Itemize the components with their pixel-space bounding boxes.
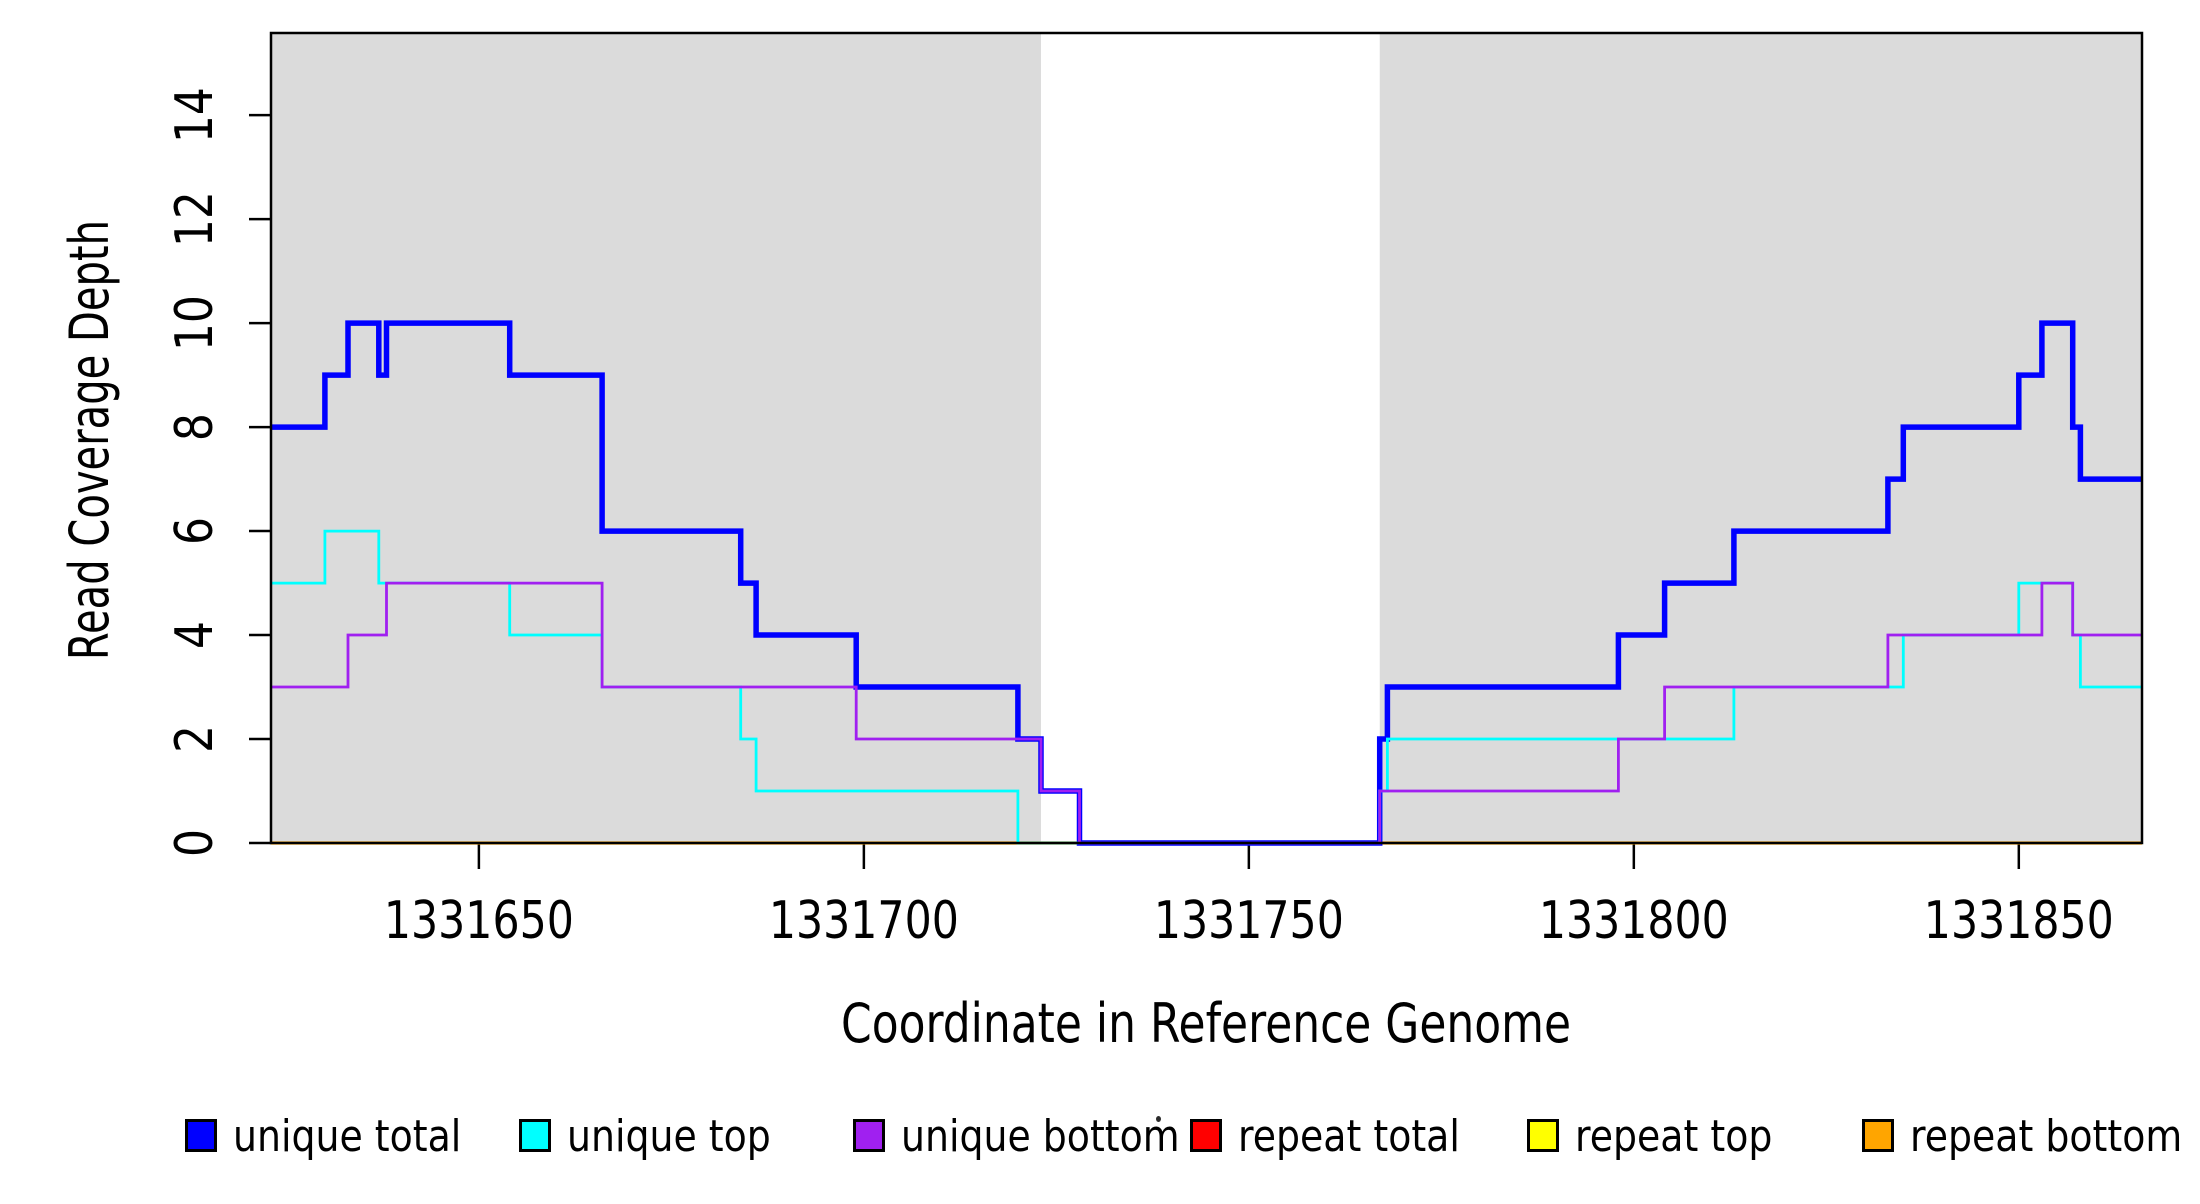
- repeat-bottom-swatch-icon: [1862, 1119, 1894, 1152]
- x-tick-label: 1331800: [1539, 891, 1729, 951]
- left-gray-region: [271, 33, 1041, 843]
- stray-dot-artifact: [1156, 1116, 1161, 1122]
- x-tick-label: 1331850: [1924, 891, 2114, 951]
- y-tick-label: 8: [165, 413, 225, 441]
- x-tick-label: 1331750: [1154, 891, 1344, 951]
- legend-label: unique top: [567, 1111, 771, 1162]
- x-tick-label: 1331650: [384, 891, 574, 951]
- unique-bottom-swatch-icon: [853, 1119, 885, 1152]
- legend-label: unique total: [233, 1111, 462, 1162]
- legend-label: repeat bottom: [1910, 1111, 2183, 1162]
- x-axis-title: Coordinate in Reference Genome: [841, 992, 1571, 1055]
- unique-top-swatch-icon: [519, 1119, 551, 1152]
- repeat-top-swatch-icon: [1527, 1119, 1559, 1152]
- y-axis-title: Read Coverage Depth: [58, 220, 121, 660]
- y-tick-label: 10: [165, 295, 225, 351]
- y-tick-label: 4: [165, 621, 225, 649]
- legend-label: unique bottom: [901, 1111, 1180, 1162]
- y-tick-label: 2: [165, 725, 225, 753]
- legend-label: repeat top: [1575, 1111, 1773, 1162]
- right-gray-region: [1379, 33, 2142, 843]
- y-tick-label: 0: [165, 829, 225, 857]
- repeat-total-swatch-icon: [1190, 1119, 1222, 1152]
- legend: unique total unique top unique bottom re…: [0, 1107, 2200, 1167]
- axes: 1331650 1331700 1331750 1331800 1331850 0 2 4 6 8…: [165, 87, 2114, 951]
- unique-total-swatch-icon: [185, 1119, 217, 1152]
- plot-border: [269, 31, 2144, 845]
- legend-label: repeat total: [1238, 1111, 1460, 1162]
- shaded-regions: [271, 33, 2142, 843]
- x-tick-label: 1331700: [769, 891, 959, 951]
- y-tick-label: 14: [165, 87, 225, 143]
- y-tick-label: 12: [165, 191, 225, 247]
- y-tick-label: 6: [165, 517, 225, 545]
